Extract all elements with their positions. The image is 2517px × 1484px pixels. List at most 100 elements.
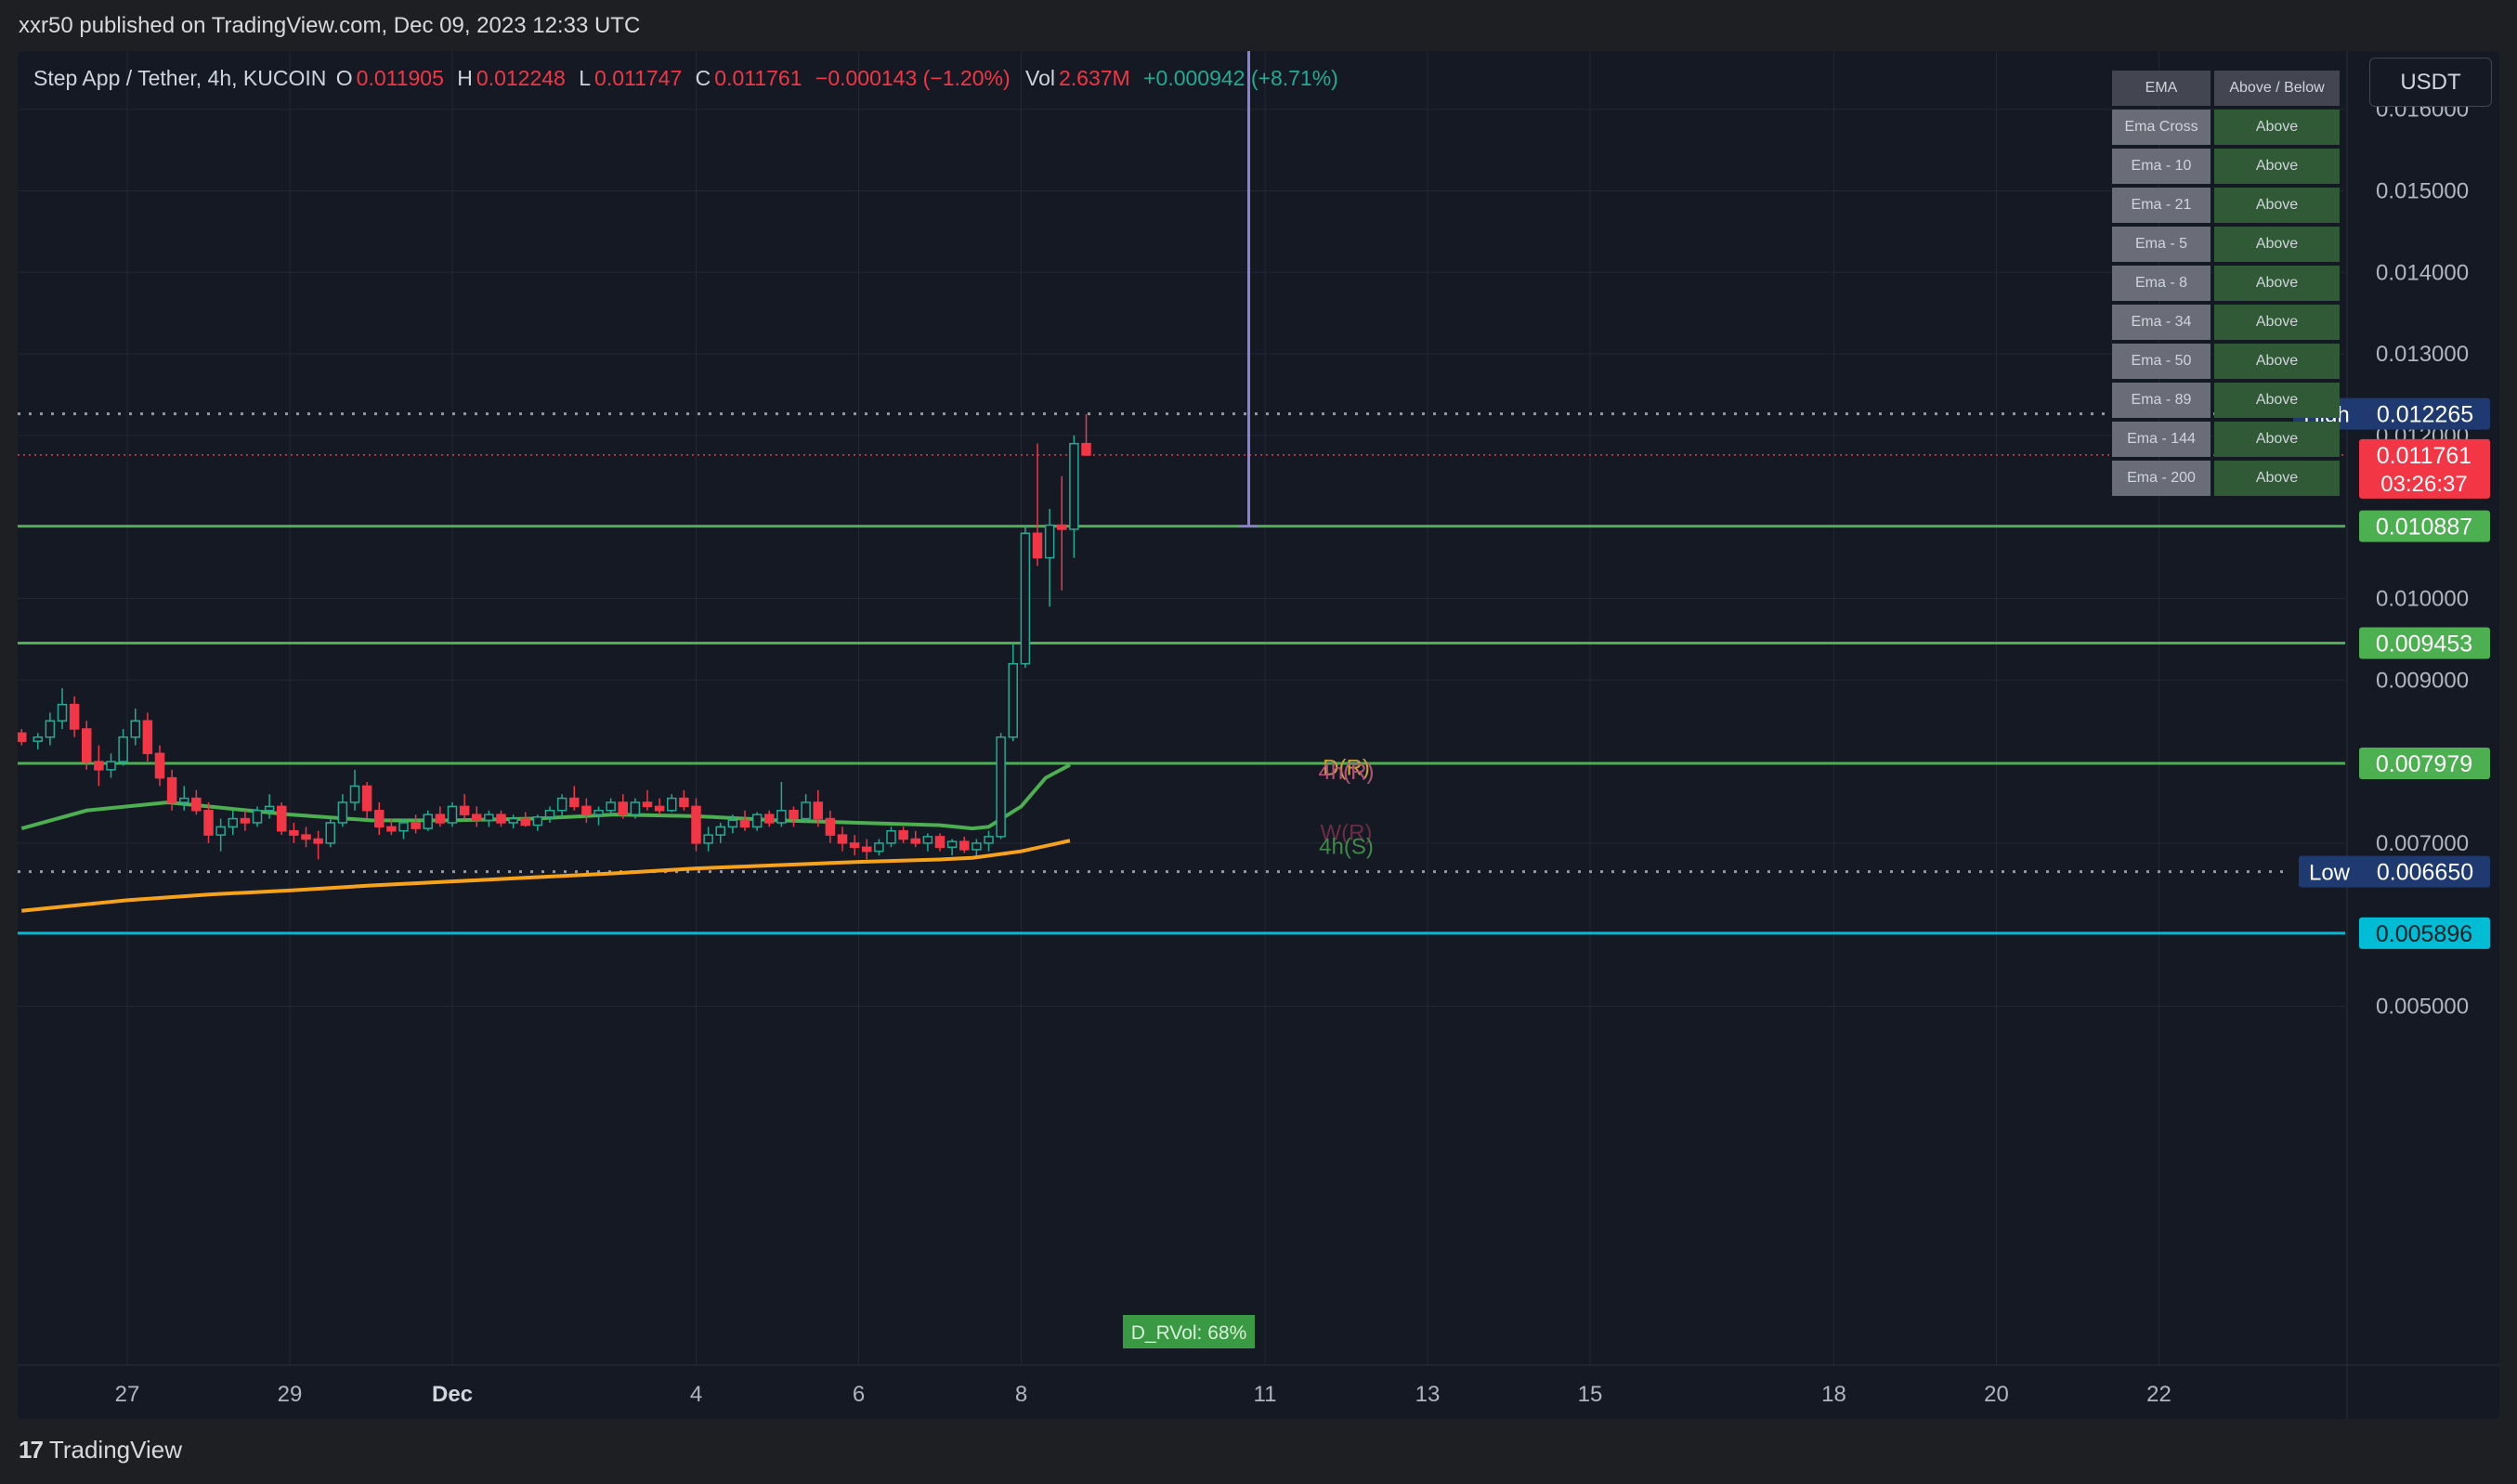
candle	[886, 829, 896, 844]
candle	[898, 829, 908, 840]
candle	[166, 776, 177, 803]
candle	[130, 720, 140, 738]
candle	[520, 817, 530, 827]
brand-label: TradingView	[48, 1436, 182, 1464]
high-tag-bg	[2293, 397, 2490, 430]
candle	[922, 836, 933, 844]
ema-row: Ema - 34 Above	[2112, 305, 2340, 340]
candle	[934, 836, 946, 849]
close-value: 0.011761	[714, 66, 802, 90]
x-tick-label: 4	[690, 1382, 702, 1407]
candle	[313, 838, 323, 844]
candle	[289, 829, 299, 836]
candle	[1081, 442, 1091, 456]
currency-selector[interactable]: USDT	[2369, 58, 2492, 107]
level-tag-bg	[2359, 510, 2490, 542]
ema-row: Ema - 10 Above	[2112, 149, 2340, 184]
x-tick-label: 13	[1415, 1382, 1441, 1407]
y-tick-label: 0.014000	[2376, 260, 2469, 285]
candle	[508, 817, 518, 824]
ema-row: Ema - 5 Above	[2112, 227, 2340, 262]
level-tag: 0.007979	[2376, 751, 2472, 777]
candle	[556, 797, 567, 812]
candle	[959, 840, 970, 851]
ema-row: Ema - 50 Above	[2112, 344, 2340, 379]
candle	[764, 814, 775, 824]
y-tick-label: 0.005000	[2376, 995, 2469, 1020]
ema-row-name: Ema - 5	[2112, 227, 2211, 262]
ema-row-name: Ema - 21	[2112, 188, 2211, 223]
pivot-label: W(R)	[1321, 821, 1373, 846]
candle	[996, 736, 1006, 838]
ema-row-status: Above	[2214, 422, 2340, 457]
x-tick-label: 27	[115, 1382, 140, 1407]
low-tag-bg	[2299, 855, 2490, 888]
candle	[118, 736, 128, 762]
price-chart[interactable]: 0.0050000.0070000.0090000.0100000.012000…	[18, 51, 2499, 1419]
ema-row-status: Above	[2214, 461, 2340, 496]
rvol-label: D_RVol: 68%	[1131, 1322, 1247, 1344]
candle	[337, 801, 348, 824]
candle	[727, 819, 738, 828]
x-tick-label: 20	[1984, 1382, 2009, 1407]
candle	[1044, 524, 1055, 559]
level-tag: 0.005896	[2376, 921, 2472, 947]
y-tick-label: 0.007000	[2376, 831, 2469, 856]
candle	[484, 814, 494, 822]
candle	[813, 801, 823, 820]
ema-row-name: Ema - 34	[2112, 305, 2211, 340]
high-value: 0.012248	[476, 66, 566, 90]
candle	[1020, 532, 1031, 665]
candle	[361, 785, 372, 812]
candle	[910, 838, 920, 844]
level-tag: 0.009453	[2376, 631, 2472, 657]
level-tag-bg	[2359, 627, 2490, 659]
candle	[691, 805, 701, 844]
y-tick-label: 0.009000	[2376, 668, 2469, 693]
candle	[825, 817, 836, 836]
level-tag-bg	[2359, 917, 2490, 949]
volume-change: +0.000942 (+8.71%)	[1143, 66, 1338, 90]
x-tick-label: 22	[2146, 1382, 2171, 1407]
ema-line-green	[20, 762, 1071, 831]
ohlc-legend: Step App / Tether, 4h, KUCOIN O 0.011905 …	[33, 66, 1338, 90]
candle	[654, 805, 665, 812]
y-tick-label: 0.010000	[2376, 587, 2469, 612]
x-tick-label: 11	[1254, 1382, 1277, 1407]
candle	[301, 834, 311, 840]
candle	[667, 797, 677, 812]
candle	[33, 736, 43, 742]
change-value: −0.000143 (−1.20%)	[815, 66, 1011, 90]
ema-row-name: Ema - 50	[2112, 344, 2211, 379]
candle	[618, 801, 628, 815]
ema-row: Ema - 8 Above	[2112, 266, 2340, 301]
candle	[972, 842, 982, 851]
last-price-tag-bg	[2359, 438, 2490, 499]
ema-row-name: Ema - 8	[2112, 266, 2211, 301]
ema-row-status: Above	[2214, 305, 2340, 340]
ema-row-status: Above	[2214, 227, 2340, 262]
candle	[179, 797, 189, 803]
x-tick-label: 15	[1578, 1382, 1603, 1407]
candle	[57, 703, 68, 722]
published-header: xxr50 published on TradingView.com, Dec …	[19, 13, 641, 38]
symbol-title[interactable]: Step App / Tether, 4h, KUCOIN	[33, 66, 327, 90]
ema-row-name: Ema - 144	[2112, 422, 2211, 457]
ema-row-status: Above	[2214, 188, 2340, 223]
x-tick-label: Dec	[432, 1382, 473, 1407]
candle	[386, 826, 397, 832]
candle	[739, 819, 750, 828]
candle	[1008, 662, 1018, 738]
y-tick-label: 0.013000	[2376, 342, 2469, 367]
candle	[593, 810, 604, 815]
candle	[789, 810, 799, 820]
rvol-badge	[1123, 1315, 1255, 1348]
x-tick-label: 6	[853, 1382, 865, 1407]
candle	[751, 814, 763, 828]
tradingview-brand[interactable]: 17 TradingView	[19, 1436, 182, 1464]
candle	[544, 810, 555, 818]
low-tag-label: Low	[2309, 861, 2351, 886]
candle	[411, 822, 421, 829]
candle	[264, 805, 275, 812]
chart-pane[interactable]: 0.005000 0.007000 0.009000 0.010000 0.012000…	[18, 51, 2499, 1419]
